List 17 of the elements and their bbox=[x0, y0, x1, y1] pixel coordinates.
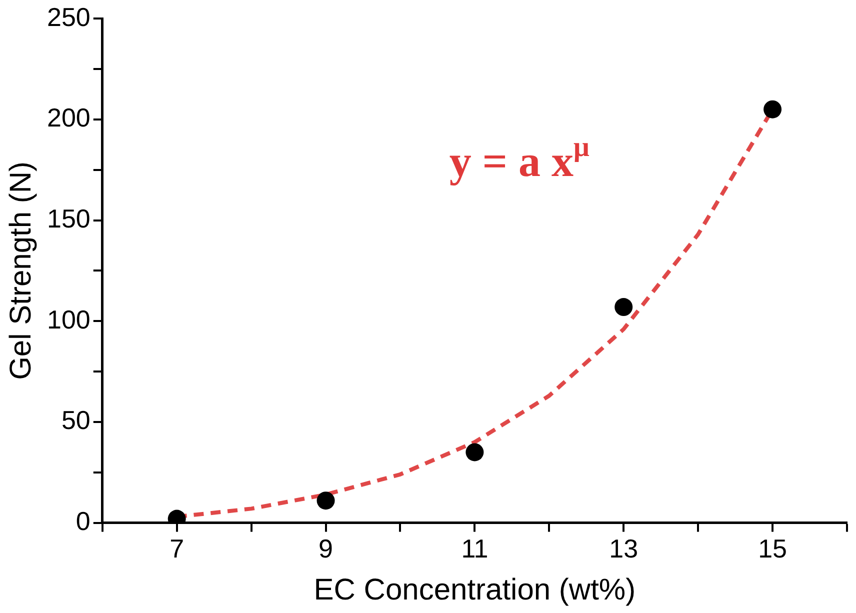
y-tick-label: 200 bbox=[46, 102, 90, 133]
point bbox=[614, 298, 633, 316]
x-tick-label: 9 bbox=[318, 534, 333, 564]
y-tick-label: 0 bbox=[76, 506, 90, 536]
y-tick-label: 150 bbox=[46, 203, 90, 234]
y-tick-label: 100 bbox=[46, 304, 90, 334]
x-tick-label: 13 bbox=[609, 534, 638, 564]
x-axis-title: EC Concentration (wt%) bbox=[314, 573, 636, 606]
point bbox=[316, 492, 335, 510]
x-tick-label: 7 bbox=[170, 534, 184, 564]
y-tick-label: 250 bbox=[46, 2, 90, 32]
x-tick-label: 15 bbox=[758, 534, 787, 564]
point bbox=[764, 100, 782, 118]
x-tick-label: 11 bbox=[461, 534, 488, 564]
point bbox=[466, 443, 484, 462]
y-axis-title: Gel Strength (N) bbox=[4, 161, 38, 380]
y-tick-label: 50 bbox=[61, 405, 90, 436]
